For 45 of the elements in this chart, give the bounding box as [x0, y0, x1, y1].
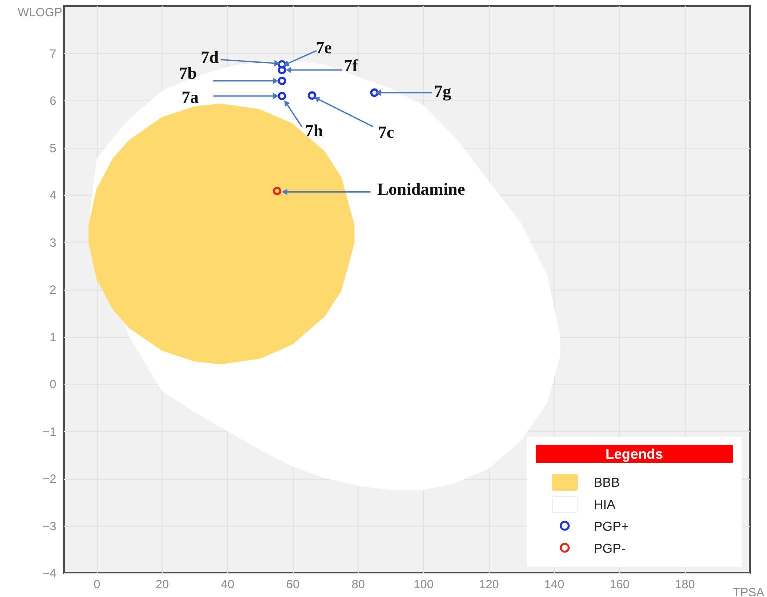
legend-label: PGP-: [594, 540, 626, 556]
y-tick-label: 5: [50, 141, 57, 156]
x-tick-label: 20: [156, 578, 170, 592]
annotation: 7f: [344, 56, 359, 76]
x-tick-label: 180: [675, 578, 696, 592]
point: [278, 66, 286, 75]
x-axis-title: TPSA: [733, 586, 764, 597]
x-tick-label: 60: [286, 578, 300, 592]
y-tick-label: −1: [42, 424, 57, 439]
x-tick-label: 0: [94, 578, 101, 592]
annotation: 7a: [182, 88, 200, 108]
point: [273, 186, 282, 196]
point: [370, 88, 379, 98]
point: [308, 92, 317, 100]
annotation: 7d: [201, 48, 220, 67]
y-tick-label: 0: [50, 378, 57, 392]
x-tick-label: 120: [479, 578, 500, 592]
y-tick-label: 1: [50, 330, 57, 344]
annotation: 7g: [434, 82, 452, 101]
point: [278, 92, 286, 101]
y-tick-label: 3: [50, 236, 57, 250]
y-axis-title: WLOGP: [18, 6, 62, 20]
legend-label: PGP+: [594, 518, 630, 534]
x-tick-label: 140: [544, 578, 565, 592]
y-tick-label: 4: [50, 188, 57, 202]
y-tick-label: −4: [42, 566, 57, 580]
point: [278, 60, 286, 69]
x-tick-label: 80: [352, 578, 366, 592]
legend-label: BBB: [594, 474, 620, 490]
y-tick-label: 6: [50, 94, 57, 108]
legend-title-banner: Legends: [536, 445, 733, 463]
annotation: 7h: [305, 122, 324, 141]
y-tick-label: 2: [50, 283, 57, 297]
legend-label: HIA: [594, 496, 616, 512]
x-tick-label: 40: [221, 578, 235, 592]
annotation: 7b: [179, 64, 198, 84]
y-tick-label: 7: [50, 46, 57, 61]
y-tick-label: −3: [42, 519, 57, 534]
annotation: Lonidamine: [377, 180, 466, 199]
y-tick-label: −2: [42, 472, 57, 486]
annotation: 7c: [378, 123, 395, 142]
x-tick-label: 100: [414, 578, 434, 592]
annotation: 7e: [316, 38, 333, 58]
point: [278, 76, 286, 86]
x-tick-label: 160: [610, 578, 630, 592]
